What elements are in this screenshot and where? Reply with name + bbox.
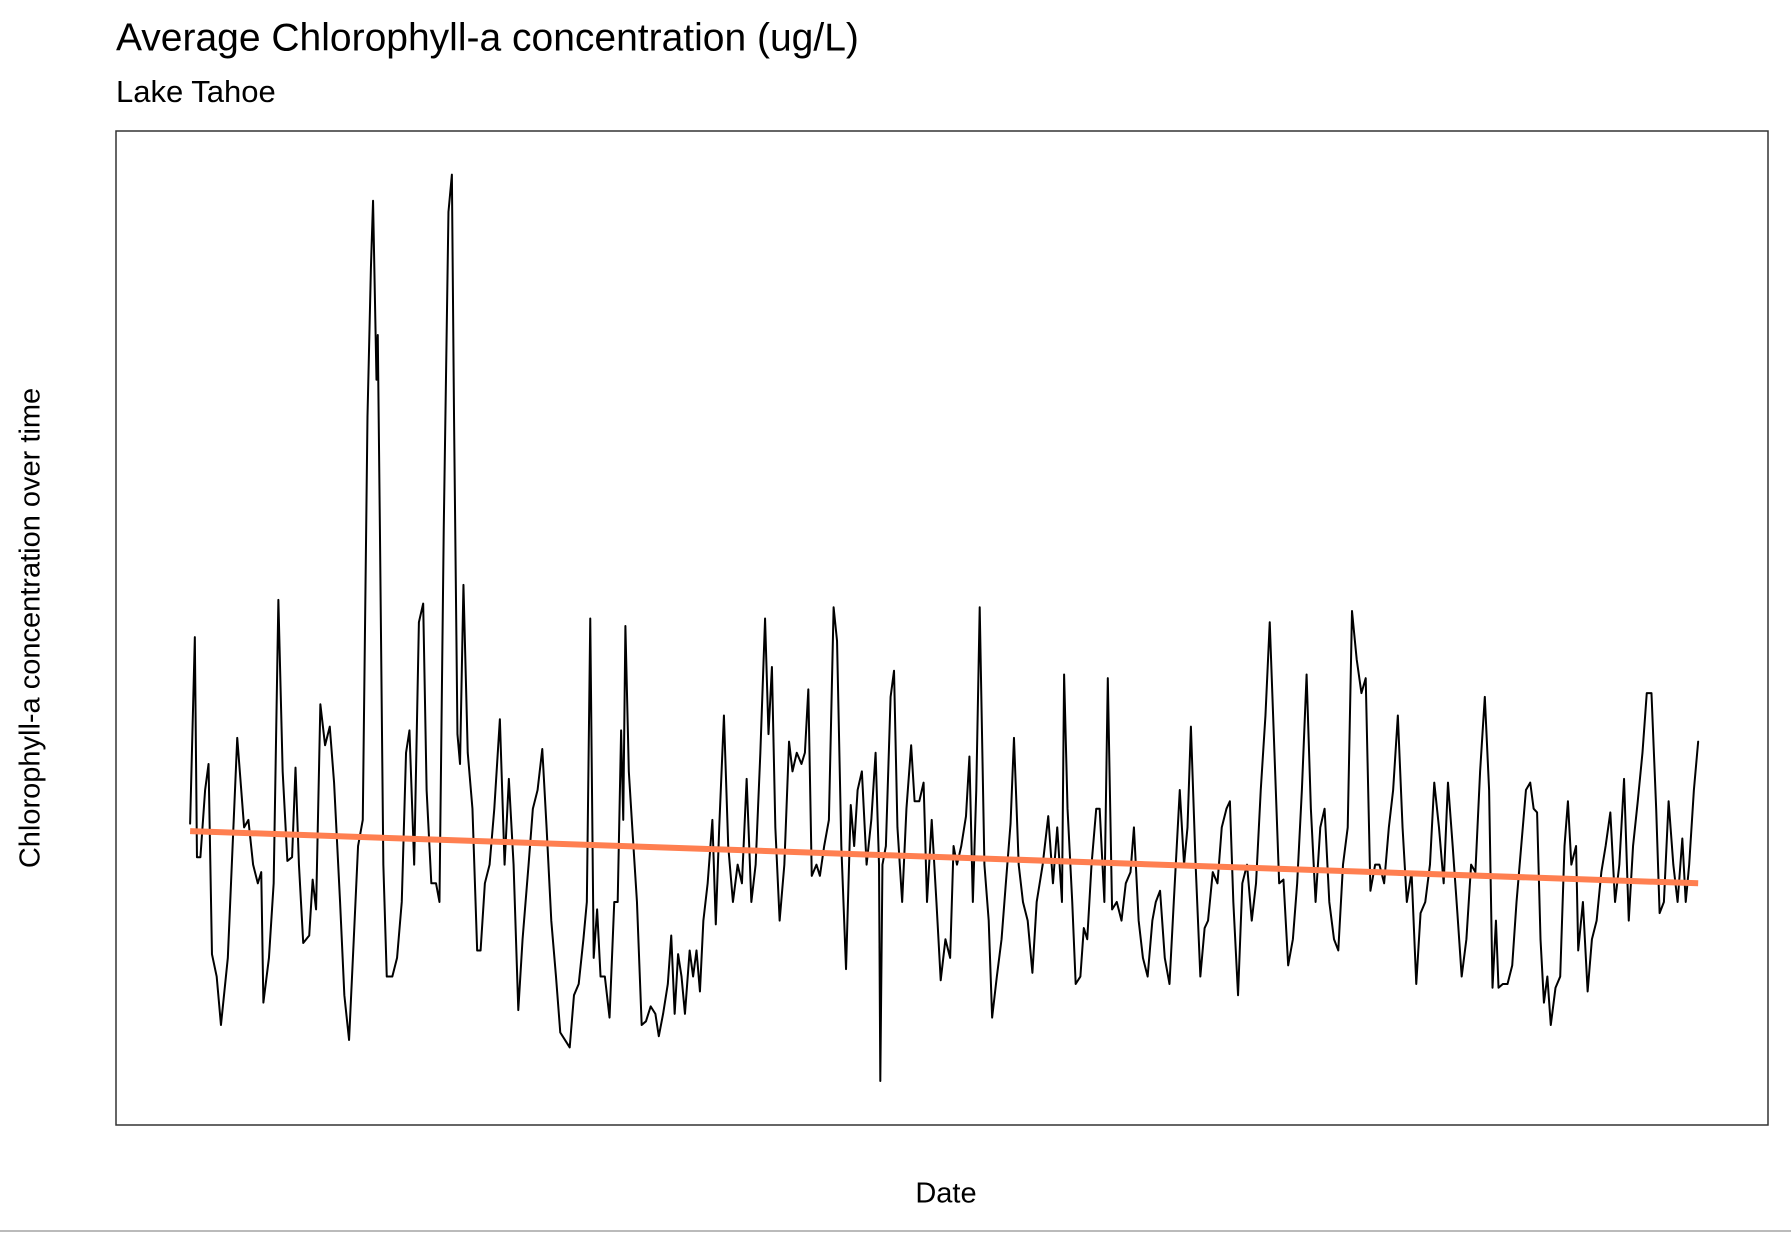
y-axis-title: Chlorophyll-a concentration over time	[15, 388, 47, 868]
panel-border	[115, 130, 1769, 1126]
plot-marks	[189, 173, 1700, 1082]
trend-line	[190, 828, 1699, 887]
chart-subtitle: Lake Tahoe	[116, 74, 276, 109]
x-axis-title: Date	[915, 1178, 976, 1210]
chart-title: Average Chlorophyll-a concentration (ug/…	[116, 16, 859, 59]
data-line	[189, 173, 1700, 1082]
